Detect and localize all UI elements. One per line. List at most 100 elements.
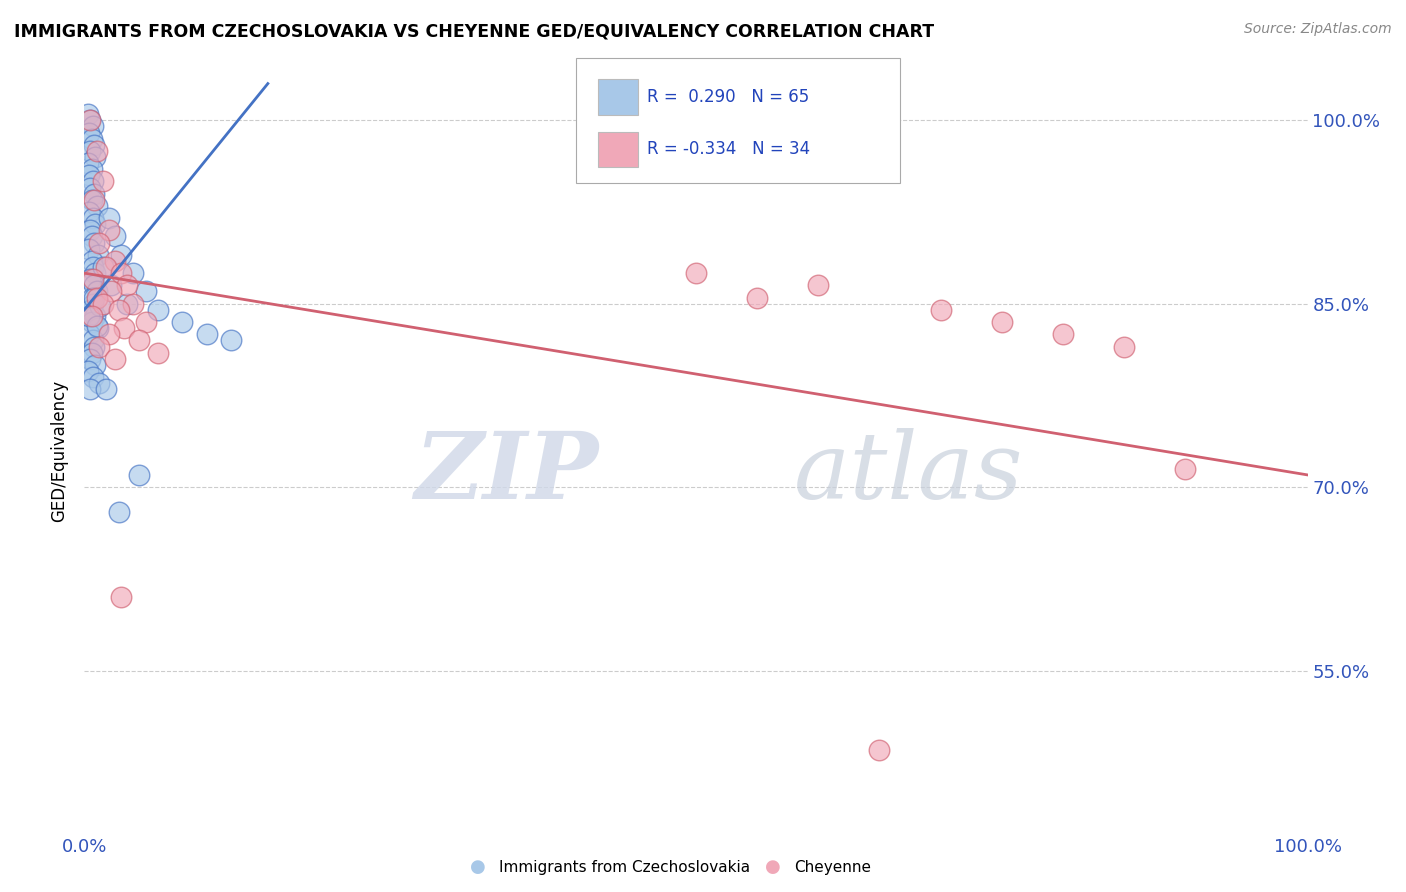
Text: IMMIGRANTS FROM CZECHOSLOVAKIA VS CHEYENNE GED/EQUIVALENCY CORRELATION CHART: IMMIGRANTS FROM CZECHOSLOVAKIA VS CHEYEN… xyxy=(14,22,934,40)
Point xyxy=(747,291,769,305)
Point xyxy=(86,291,108,305)
Point xyxy=(100,278,122,293)
Point xyxy=(80,254,103,268)
Point xyxy=(86,144,108,158)
Point xyxy=(100,285,122,299)
Point xyxy=(86,318,108,333)
Point xyxy=(110,248,132,262)
Y-axis label: GED/Equivalency: GED/Equivalency xyxy=(51,379,69,522)
Point xyxy=(97,327,120,342)
Point xyxy=(84,266,107,280)
Point xyxy=(87,235,110,250)
Point xyxy=(83,137,105,152)
Point xyxy=(122,266,145,280)
Point xyxy=(77,107,100,121)
Point xyxy=(80,315,103,329)
Point xyxy=(87,321,110,335)
Point xyxy=(79,113,101,128)
Point xyxy=(79,382,101,396)
Point xyxy=(84,358,107,372)
Point xyxy=(80,193,103,207)
Point xyxy=(80,229,103,244)
Point xyxy=(929,302,952,317)
Point xyxy=(83,339,105,353)
Point xyxy=(77,327,100,342)
Text: R =  0.290   N = 65: R = 0.290 N = 65 xyxy=(647,88,808,106)
Point xyxy=(80,345,103,359)
Point xyxy=(79,272,101,286)
Point xyxy=(219,334,242,348)
Point xyxy=(87,248,110,262)
Point xyxy=(104,229,127,244)
Point xyxy=(115,296,138,310)
Point xyxy=(80,131,103,145)
Point xyxy=(80,309,103,323)
Point xyxy=(97,223,120,237)
Point xyxy=(104,254,127,268)
Point xyxy=(79,144,101,158)
Point xyxy=(79,113,101,128)
Point xyxy=(83,291,105,305)
Text: ZIP: ZIP xyxy=(413,428,598,518)
Point xyxy=(128,334,150,348)
Point xyxy=(685,266,707,280)
Point xyxy=(1174,462,1197,476)
Point xyxy=(122,296,145,310)
Point xyxy=(84,309,107,323)
Point xyxy=(86,199,108,213)
Point xyxy=(107,505,129,519)
Point xyxy=(96,382,118,396)
Point xyxy=(77,156,100,170)
Point xyxy=(79,302,101,317)
Point xyxy=(91,296,114,310)
Point xyxy=(91,174,114,188)
Point xyxy=(172,315,194,329)
Text: Immigrants from Czechoslovakia: Immigrants from Czechoslovakia xyxy=(499,860,751,874)
Point xyxy=(112,321,135,335)
Text: R = -0.334   N = 34: R = -0.334 N = 34 xyxy=(647,140,810,159)
Point xyxy=(82,334,104,348)
Point xyxy=(91,260,114,274)
Point xyxy=(83,193,105,207)
Point xyxy=(80,162,103,177)
Point xyxy=(104,351,127,366)
Point xyxy=(77,126,100,140)
Point xyxy=(82,120,104,134)
Point xyxy=(77,169,100,183)
Point xyxy=(77,242,100,256)
Point xyxy=(87,339,110,353)
Point xyxy=(79,180,101,194)
Point xyxy=(83,278,105,293)
Point xyxy=(1052,327,1074,342)
Point xyxy=(107,302,129,317)
Point xyxy=(79,223,101,237)
Point xyxy=(195,327,218,342)
Text: ●: ● xyxy=(470,858,486,876)
Point xyxy=(82,272,104,286)
Point xyxy=(869,743,891,757)
Point xyxy=(83,186,105,201)
Point xyxy=(82,260,104,274)
Point xyxy=(110,591,132,605)
Point xyxy=(89,299,111,313)
Point xyxy=(807,278,830,293)
Point xyxy=(135,315,157,329)
Point xyxy=(83,235,105,250)
Point xyxy=(110,266,132,280)
Point xyxy=(146,345,169,359)
Text: Cheyenne: Cheyenne xyxy=(794,860,872,874)
Point xyxy=(135,285,157,299)
Point xyxy=(77,205,100,219)
Point xyxy=(86,285,108,299)
Point xyxy=(84,217,107,231)
Point xyxy=(77,364,100,378)
Text: Source: ZipAtlas.com: Source: ZipAtlas.com xyxy=(1244,22,1392,37)
Point xyxy=(82,211,104,226)
Point xyxy=(128,467,150,482)
Point xyxy=(115,278,138,293)
Point xyxy=(84,150,107,164)
Point xyxy=(97,211,120,226)
Point xyxy=(82,296,104,310)
Text: ●: ● xyxy=(765,858,782,876)
Point xyxy=(82,370,104,384)
